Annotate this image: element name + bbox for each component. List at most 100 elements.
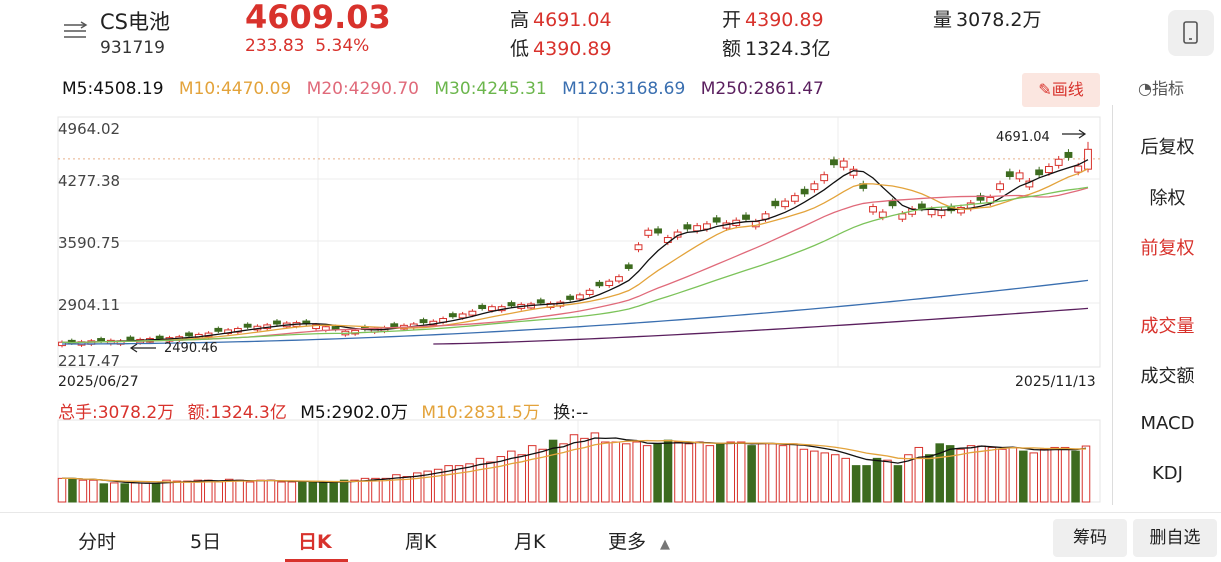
volume-bar — [507, 450, 516, 503]
candle-body — [771, 200, 780, 207]
candle-body — [1084, 148, 1092, 170]
volume-bar — [778, 445, 788, 503]
max-arrow-head — [1078, 129, 1087, 139]
volume-bar — [590, 432, 600, 503]
candle-body — [917, 203, 926, 209]
candle-body — [830, 159, 838, 166]
volume-bar — [277, 481, 286, 503]
candle-body — [624, 264, 633, 269]
volume-bar — [925, 454, 934, 503]
candle-body — [605, 280, 614, 287]
low-stat: 低 4390.89 — [510, 34, 612, 61]
volume-bar — [193, 479, 203, 503]
indicator-label: 指标 — [1151, 79, 1184, 98]
ma30-line — [61, 186, 1089, 344]
remove-favorite-button[interactable]: 删自选 — [1133, 519, 1217, 557]
phone-icon — [1183, 21, 1198, 44]
volume-bar — [538, 448, 547, 503]
candle-body — [810, 183, 819, 191]
candle-body — [957, 206, 965, 214]
volume-bar — [204, 479, 213, 503]
volume-bar — [851, 465, 861, 503]
tab-monthly-k[interactable]: 月K — [514, 531, 546, 553]
volume-bar — [904, 454, 913, 503]
volume-bar — [318, 482, 328, 503]
candle-body — [790, 195, 799, 202]
candle-body — [575, 294, 584, 300]
tab-more[interactable]: 更多 ▲ — [608, 527, 670, 554]
low-label: 低 — [510, 38, 530, 60]
side-item-forward-adjust[interactable]: 前复权 — [1140, 238, 1195, 259]
candle-body — [898, 213, 907, 220]
candle-body — [468, 310, 477, 316]
volume-bars-group — [57, 432, 1091, 503]
tab-5day[interactable]: 5日 — [190, 531, 222, 553]
candle-body — [1044, 166, 1053, 174]
vol-m10: M10:2831.5万 — [421, 403, 540, 423]
candle-body — [644, 229, 653, 236]
candle-body — [654, 228, 662, 234]
volume-bar — [705, 445, 715, 503]
price-panel-border — [57, 116, 1101, 368]
end-date: 2025/11/13 — [1015, 374, 1096, 390]
tab-weekly-k[interactable]: 周K — [405, 531, 437, 553]
chips-button[interactable]: 筹码 — [1053, 519, 1127, 557]
volume-bar — [151, 483, 161, 503]
ma30-label: M30:4245.31 — [434, 79, 547, 99]
volume-ma-group — [62, 437, 1087, 484]
volume-bar — [99, 483, 109, 503]
stock-code: 931719 — [100, 38, 165, 58]
candle-body — [214, 327, 223, 332]
volume-bar — [768, 443, 777, 503]
side-item-kdj[interactable]: KDJ — [1152, 463, 1183, 484]
volume-bar — [527, 445, 537, 503]
side-item-volume[interactable]: 成交量 — [1140, 316, 1195, 337]
volume-bar — [350, 479, 359, 503]
tab-daily-k[interactable]: 日K — [298, 531, 332, 553]
ma120-line — [61, 279, 1089, 345]
volume-bar — [256, 479, 265, 503]
ma20-label: M20:4290.70 — [306, 79, 419, 99]
volume-bar — [371, 477, 380, 503]
volume-bar — [486, 461, 495, 503]
candle-body — [273, 320, 281, 325]
tab-more-label: 更多 — [608, 531, 647, 553]
volume-bar — [757, 443, 767, 503]
volume-bar — [162, 479, 171, 503]
volume-bar — [433, 468, 443, 503]
side-item-back-adjust[interactable]: 后复权 — [1140, 137, 1195, 158]
stock-name: CS电池 — [100, 10, 170, 34]
volume-bar — [977, 445, 986, 503]
candle-body — [585, 289, 594, 295]
side-item-macd[interactable]: MACD — [1140, 413, 1195, 434]
candle-body — [800, 188, 809, 195]
volume-bar — [653, 443, 662, 503]
annotations-group — [129, 129, 1087, 353]
start-date: 2025/06/27 — [58, 374, 139, 390]
landscape-toggle-button[interactable] — [1168, 10, 1214, 56]
volume-bar — [1019, 450, 1028, 503]
volume-stat: 量 3078.2万 — [933, 5, 1042, 32]
side-item-ex-rights[interactable]: 除权 — [1149, 188, 1186, 209]
volume-bar — [287, 481, 297, 503]
amount-value: 1324.3亿 — [745, 38, 831, 60]
volume-bar — [569, 434, 579, 503]
volume-bar — [580, 437, 589, 503]
volume-bar — [496, 456, 506, 503]
ma-lines-group — [61, 159, 1089, 345]
volume-bar — [862, 465, 871, 503]
indicator-button[interactable]: ◔指标 — [1138, 75, 1184, 99]
tab-intraday[interactable]: 分时 — [78, 531, 117, 553]
volume-bar — [109, 482, 119, 503]
volume-bar — [423, 470, 432, 503]
ma5-label: M5:4508.19 — [62, 79, 164, 99]
volume-bar — [632, 441, 641, 503]
candle-body — [390, 323, 399, 328]
volume-bar — [987, 446, 997, 503]
candle-body — [1074, 165, 1083, 173]
menu-icon[interactable] — [62, 20, 88, 42]
side-item-amount[interactable]: 成交额 — [1140, 366, 1195, 387]
draw-line-button[interactable]: ✎画线 — [1022, 73, 1100, 107]
vol-amount: 额:1324.3亿 — [187, 403, 287, 423]
